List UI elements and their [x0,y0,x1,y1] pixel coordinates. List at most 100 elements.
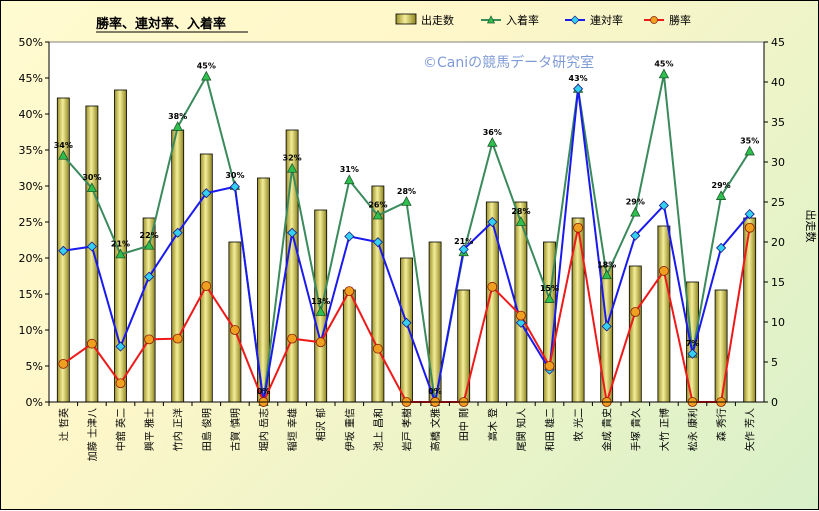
data-label: 32% [283,154,302,163]
circle-marker [573,222,583,233]
triangle-marker [286,162,298,173]
x-tick-label: 伊坂 重信 [343,408,356,451]
watermark: ©Caniの競馬データ研究室 [423,54,594,71]
y2-tick-label: 30 [771,156,785,169]
circle-marker [744,222,755,233]
y-tick-label: 20% [19,252,43,265]
bar [314,209,328,403]
diamond-marker [601,321,612,332]
triangle-marker [58,149,69,160]
circle-marker [372,343,383,354]
x-tick-label: 竹内 正洋 [172,408,185,451]
y2-axis-title: 出走数 [804,210,818,243]
y-tick-label: 10% [19,324,43,337]
triangle-marker [544,293,555,303]
x-tick-label: 高橋 文雅 [429,408,442,451]
data-label: 13% [311,297,330,306]
axes: 0% 5% 10% 15% 20% 25% 30% 35% 40% 45% 50% 0 5 10 15 20 2… [19,36,785,461]
circle-marker [87,338,97,349]
y2-tick-label: 25 [771,196,785,209]
triangle-marker [515,216,527,226]
y-tick-label: 25% [19,216,43,229]
data-label: 18% [597,260,616,269]
data-label: 34% [54,141,73,150]
x-tick-label: 牧 光二 [572,408,585,441]
triangle-marker [201,70,212,81]
diamond-marker [687,348,698,359]
data-label: 30% [225,171,244,180]
lines-series [58,68,755,408]
triangle-marker [86,182,98,193]
diamond-marker [344,231,355,242]
diamond-marker [401,317,412,328]
y-tick-label: 15% [19,288,43,301]
legend-bar-swatch [395,13,417,25]
x-tick-label: 池上 昌和 [372,408,385,451]
data-label: 45% [197,62,216,71]
bar [628,265,642,403]
data-label: 31% [340,165,359,174]
bar [743,217,757,403]
data-label: 30% [82,173,101,182]
y2-tick-label: 35 [771,116,785,129]
data-label: 22% [140,231,159,240]
bar [342,289,356,403]
bars-series [56,89,757,403]
legend-label: 連対率 [590,13,623,27]
x-tick-label: 加藤 士津八 [86,408,99,461]
x-tick-label: 尾関 知人 [515,408,528,451]
diamond-marker [229,181,240,192]
circle-marker [201,281,212,291]
x-tick-label: 大竹 正博 [658,408,671,451]
data-label: 0% [428,387,442,396]
bar [657,225,671,403]
triangle-marker [401,195,412,206]
y2-tick-label: 40 [771,76,785,89]
diamond-marker [458,244,469,255]
y2-tick-label: 5 [771,356,778,369]
triangle-marker [315,306,326,316]
y2-tick-label: 45 [771,36,785,49]
y-tick-label: 40% [19,108,43,121]
diamond-marker [515,317,526,328]
diamond-marker [716,242,727,253]
y-tick-label: 35% [19,144,43,157]
data-label: 29% [626,198,645,207]
y-tick-label: 5% [26,360,43,373]
x-tick-label: 田島 俊明 [200,408,213,451]
legend-label: 入着率 [506,13,539,27]
data-label: 28% [511,207,530,216]
y-tick-label: 45% [19,72,43,85]
x-tick-label: 和田 雄二 [544,408,557,451]
triangle-marker [372,209,384,220]
x-tick-label: 中舘 英二 [115,408,128,451]
triangle-marker [115,248,126,259]
triangle-marker [744,145,755,156]
bar [85,105,99,403]
bar [714,289,728,403]
circle-marker [544,361,555,371]
triangle-marker [172,121,183,131]
x-tick-label: 松永 康利 [687,408,700,451]
triangle-marker [715,190,727,200]
circle-marker [115,378,126,389]
diamond-marker [372,237,383,248]
circle-marker [344,286,355,297]
bar [400,257,413,403]
data-label: 21% [111,239,130,248]
legend-label: 勝率 [669,13,691,27]
circle-marker [487,281,498,292]
circle-marker [229,325,240,335]
data-label: 26% [368,201,387,210]
data-label: 28% [397,187,416,196]
diamond-marker [287,227,298,238]
x-tick-label: 高木 登 [486,408,499,441]
chart-title-group: 勝率、連対率、入着率 [96,16,248,33]
circle-marker [315,337,326,348]
y2-tick-label: 15 [771,276,785,289]
x-tick-label: 辻 哲英 [57,408,70,441]
circle-marker [172,333,183,344]
x-tick-label: 興平 雅士 [143,408,156,451]
